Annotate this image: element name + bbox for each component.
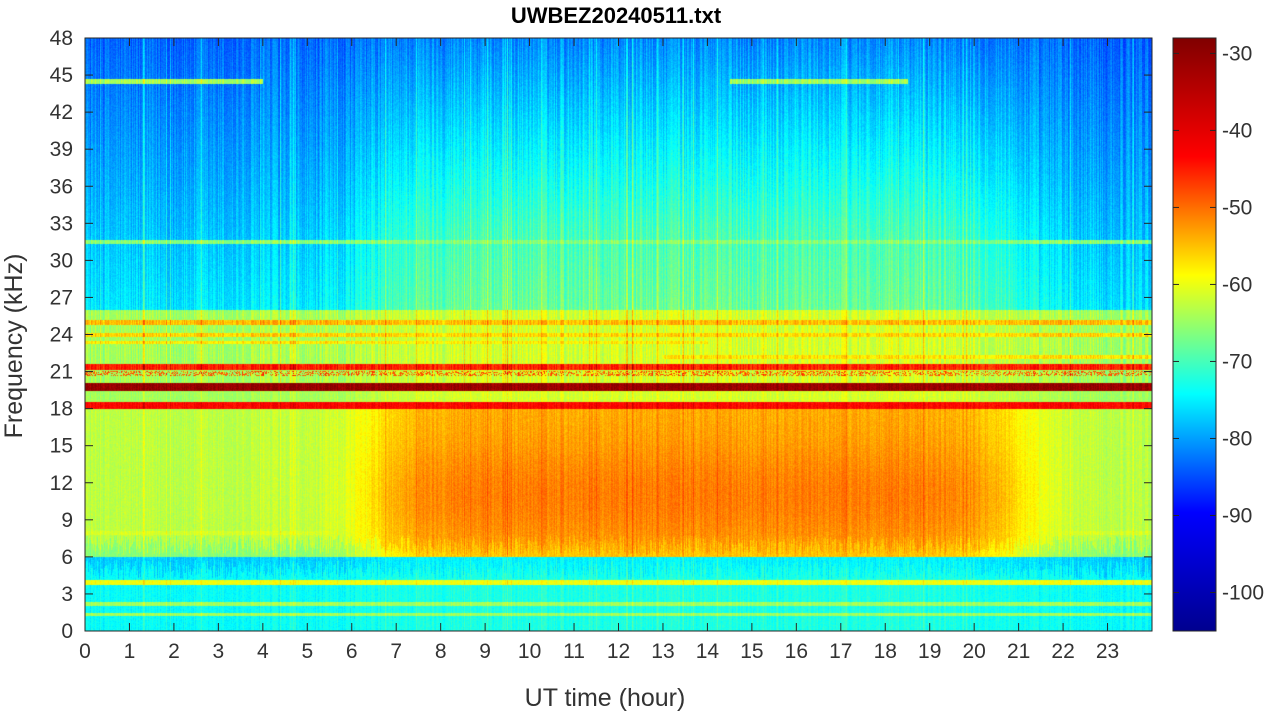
y-tick-label: 18	[50, 398, 73, 421]
x-tick-label: 3	[213, 640, 225, 663]
y-tick-label: 36	[50, 175, 73, 198]
y-tick-label: 39	[50, 138, 73, 161]
x-tick-label: 16	[785, 640, 808, 663]
y-tick-label: 12	[50, 472, 73, 495]
x-tick-label: 12	[607, 640, 630, 663]
x-tick-label: 6	[346, 640, 358, 663]
x-tick-label: 17	[829, 640, 852, 663]
y-tick-label: 33	[50, 212, 73, 235]
x-tick-label: 1	[124, 640, 136, 663]
x-tick-label: 21	[1007, 640, 1030, 663]
x-axis: 0 1 2 3 4 5 6 7 8 9 10 11 12 13 14 15 16 17 18 19 20 21 22 23	[79, 38, 1119, 663]
x-tick-label: 5	[301, 640, 313, 663]
colorbar-tick-label: -40	[1222, 119, 1252, 142]
y-tick-label: 6	[61, 546, 73, 569]
y-tick-label: 30	[50, 249, 73, 272]
x-tick-label: 15	[740, 640, 763, 663]
chart-title: UWBEZ20240511.txt	[511, 3, 722, 28]
y-tick-label: 0	[61, 620, 73, 643]
colorbar-ticks: -100 -90 -80 -70 -60 -50 -40 -30	[1173, 42, 1264, 604]
y-tick-label: 15	[50, 435, 73, 458]
y-tick-label: 3	[61, 583, 73, 606]
colorbar-tick-label: -60	[1222, 273, 1252, 296]
y-tick-label: 24	[50, 324, 74, 347]
y-axis-label: Frequency (kHz)	[0, 254, 28, 439]
y-tick-label: 42	[50, 101, 73, 124]
x-tick-label: 0	[79, 640, 91, 663]
x-tick-label: 13	[651, 640, 674, 663]
x-tick-label: 14	[696, 640, 720, 663]
x-axis-label: UT time (hour)	[525, 684, 686, 712]
y-tick-label: 48	[50, 27, 73, 50]
x-tick-label: 19	[918, 640, 941, 663]
colorbar	[1172, 37, 1217, 632]
x-tick-label: 9	[479, 640, 491, 663]
x-tick-label: 18	[874, 640, 897, 663]
colorbar-tick-label: -90	[1222, 504, 1252, 527]
colorbar-tick-label: -30	[1222, 42, 1252, 65]
colorbar-tick-label: -100	[1222, 581, 1264, 604]
spectrogram-heatmap	[85, 38, 1152, 631]
y-tick-label: 21	[50, 361, 73, 384]
x-tick-label: 2	[168, 640, 180, 663]
x-tick-label: 20	[962, 640, 985, 663]
x-tick-label: 10	[518, 640, 541, 663]
colorbar-tick-label: -50	[1222, 196, 1252, 219]
y-tick-label: 27	[50, 286, 73, 309]
y-tick-label: 45	[50, 64, 73, 87]
colorbar-tick-label: -80	[1222, 427, 1252, 450]
x-tick-label: 8	[435, 640, 447, 663]
x-tick-label: 11	[563, 640, 585, 663]
x-tick-label: 7	[390, 640, 402, 663]
x-tick-label: 23	[1096, 640, 1119, 663]
colorbar-tick-label: -70	[1222, 350, 1252, 373]
x-tick-label: 4	[257, 640, 269, 663]
y-tick-label: 9	[61, 509, 73, 532]
x-tick-label: 22	[1051, 640, 1074, 663]
